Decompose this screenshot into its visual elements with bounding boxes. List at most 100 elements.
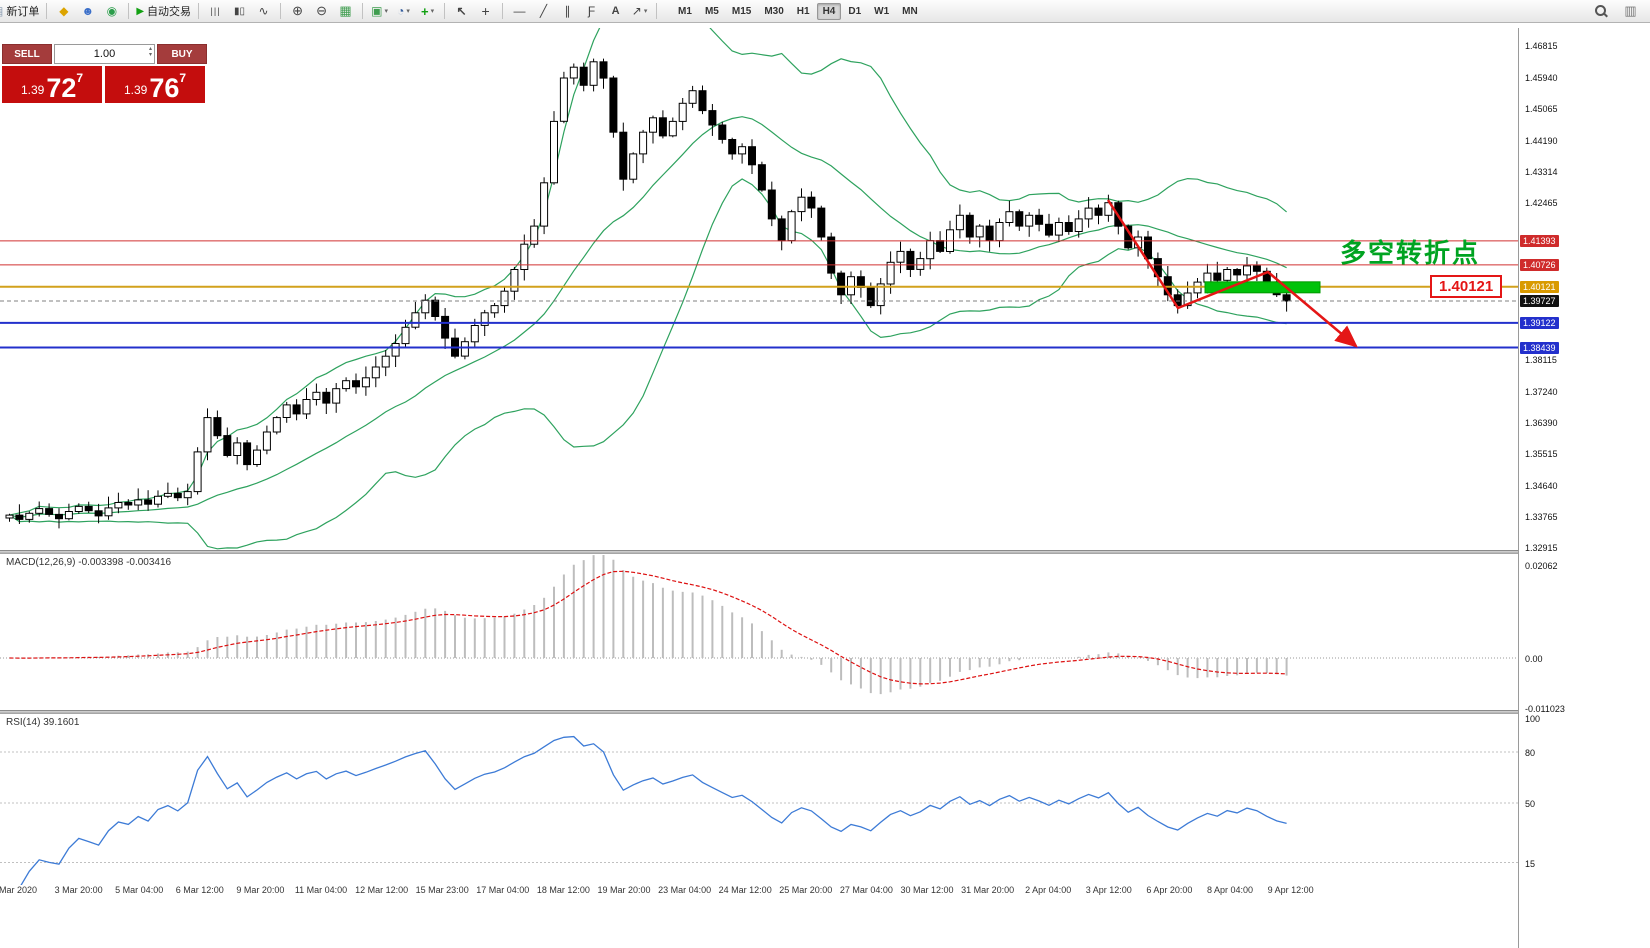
autotrading-button[interactable]: ▶ 自动交易 — [134, 2, 193, 21]
hline-tool-button[interactable]: — — [508, 2, 531, 21]
text-tool-icon: A — [611, 5, 620, 17]
price-tick: 1.37240 — [1525, 386, 1558, 397]
time-label: 27 Mar 04:00 — [839, 885, 893, 895]
text-tool-button[interactable]: A — [604, 2, 627, 21]
rsi-panel[interactable] — [0, 715, 1518, 885]
price-tick: 1.43314 — [1525, 167, 1558, 178]
support-highlight — [1204, 281, 1321, 294]
profile-icon: ☻ — [81, 4, 95, 18]
timeframe-m1[interactable]: M1 — [678, 5, 692, 17]
indicators-button[interactable]: + ▾ — [416, 2, 439, 21]
search-button[interactable] — [1590, 2, 1613, 21]
horizontal-line-icon: — — [513, 4, 526, 18]
price-tick: 1.36390 — [1525, 417, 1558, 428]
timeframe-h4[interactable]: H4 — [816, 2, 842, 20]
timeframe-m30[interactable]: M30 — [764, 5, 784, 17]
price-callout: 1.40121 — [1430, 275, 1503, 298]
crosshair-button[interactable]: + — [474, 2, 497, 21]
price-axis[interactable]: 1.46815 1.45940 1.45065 1.44190 1.43314 1.424… — [1518, 28, 1650, 948]
channel-icon: ∥ — [564, 4, 571, 18]
new-order-button[interactable]: ▤ 新订单 — [0, 2, 41, 21]
timeframe-toolbar: M1 M5 M15 M30 H1 H4 D1 W1 MN — [672, 2, 924, 20]
macd-axis-label: 0.02062 — [1525, 561, 1558, 571]
channel-tool-button[interactable]: ∥ — [556, 2, 579, 21]
line-chart-button[interactable]: ∿ — [252, 2, 275, 21]
time-label: 8 Apr 04:00 — [1206, 885, 1254, 895]
turning-point-label: 多空转折点 — [1340, 238, 1481, 268]
price-tick: 1.45940 — [1525, 72, 1558, 83]
time-label: 25 Mar 20:00 — [779, 885, 833, 895]
shapes-icon: ↗ — [631, 4, 642, 18]
separator — [46, 3, 48, 19]
panel-splitter[interactable] — [0, 550, 1650, 554]
price-badge: 1.40726 — [1520, 258, 1559, 271]
spinner-up-icon[interactable]: ▴ — [148, 46, 152, 52]
macd-label: MACD(12,26,9) -0.003398 -0.003416 — [6, 557, 172, 568]
time-label: 30 Mar 12:00 — [900, 885, 954, 895]
chevron-down-icon: ▾ — [643, 8, 648, 15]
candlestick-chart-button[interactable]: ▮▯ — [228, 2, 251, 21]
crosshair-icon: + — [481, 3, 490, 19]
zoom-in-button[interactable]: ⊕ — [286, 2, 309, 21]
time-label: 19 Mar 20:00 — [597, 885, 651, 895]
zoom-out-button[interactable]: ⊖ — [310, 2, 333, 21]
time-label: 17 Mar 04:00 — [476, 885, 530, 895]
buy-button[interactable]: BUY — [157, 44, 207, 64]
time-axis[interactable]: Mar 2020 3 Mar 20:00 5 Mar 04:00 6 Mar 12:0… — [0, 885, 1518, 899]
price-tick: 1.32915 — [1525, 543, 1558, 554]
time-label: 6 Apr 20:00 — [1146, 885, 1193, 895]
chevron-down-icon: ▾ — [406, 8, 410, 15]
spinner-down-icon[interactable]: ▾ — [148, 52, 152, 58]
windows-button[interactable]: ▥ — [1619, 2, 1642, 21]
price-badge: 1.39727 — [1520, 295, 1559, 308]
macd-panel[interactable] — [0, 555, 1518, 710]
zoom-in-icon: ⊕ — [292, 3, 303, 18]
timeframe-w1[interactable]: W1 — [874, 5, 890, 17]
indicators-icon: + — [420, 3, 429, 19]
autotrading-label: 自动交易 — [147, 6, 192, 18]
globe-icon: ◉ — [106, 4, 118, 18]
shapes-tool-button[interactable]: ↗ ▾ — [628, 2, 651, 21]
price-badge: 1.39122 — [1520, 316, 1559, 329]
cursor-button[interactable]: ↖ — [450, 2, 473, 21]
separator — [502, 3, 504, 19]
sell-button[interactable]: SELL — [2, 44, 52, 64]
price-tick: 1.35515 — [1525, 449, 1558, 460]
timeframe-m15[interactable]: M15 — [731, 5, 752, 17]
volume-spinner[interactable]: ▴ ▾ — [149, 46, 152, 58]
volume-stepper[interactable]: 1.00 ▴ ▾ — [54, 44, 155, 64]
time-label: 24 Mar 12:00 — [718, 885, 772, 895]
timeframe-mn[interactable]: MN — [902, 5, 918, 17]
timeframe-d1[interactable]: D1 — [848, 5, 862, 17]
timeframe-h1[interactable]: H1 — [796, 5, 810, 17]
new-order-icon: ▤ — [0, 4, 3, 18]
sell-price-pipette: 7 — [76, 71, 84, 85]
chevron-down-icon: ▾ — [384, 8, 388, 15]
bar-chart-icon: ||| — [210, 6, 221, 16]
time-label: 3 Apr 12:00 — [1085, 885, 1132, 895]
price-chart[interactable] — [0, 28, 1518, 550]
volume-value: 1.00 — [93, 48, 116, 60]
new-chart-button[interactable]: ▣ ▾ — [368, 2, 391, 21]
period-button[interactable]: ◔ ▾ — [392, 2, 415, 21]
rsi-axis-label: 50 — [1525, 799, 1536, 809]
panel-splitter[interactable] — [0, 710, 1650, 714]
tile-windows-button[interactable]: ▦ — [334, 2, 357, 21]
buy-price-tile[interactable]: 1.39 76 7 — [105, 66, 205, 103]
bollinger-band — [9, 116, 1287, 518]
community-button[interactable]: ◉ — [100, 2, 123, 21]
sell-price-tile[interactable]: 1.39 72 7 — [2, 66, 102, 103]
new-chart-icon: ▣ — [371, 4, 383, 18]
profile-button[interactable]: ☻ — [76, 2, 99, 21]
time-label: 23 Mar 04:00 — [658, 885, 712, 895]
alerts-button[interactable]: ◆ — [52, 2, 75, 21]
timeframe-m5[interactable]: M5 — [704, 5, 719, 17]
clock-icon: ◔ — [397, 4, 405, 18]
fibonacci-tool-button[interactable]: Ƒ — [580, 2, 603, 21]
one-click-trading-panel: SELL 1.00 ▴ ▾ BUY 1.39 72 7 1.39 76 7 — [2, 44, 207, 103]
buy-price-pipette: 7 — [179, 71, 187, 85]
zoom-out-icon: ⊖ — [316, 3, 327, 18]
bar-chart-button[interactable]: ||| — [204, 2, 227, 21]
trendline-tool-button[interactable]: ╱ — [532, 2, 555, 21]
